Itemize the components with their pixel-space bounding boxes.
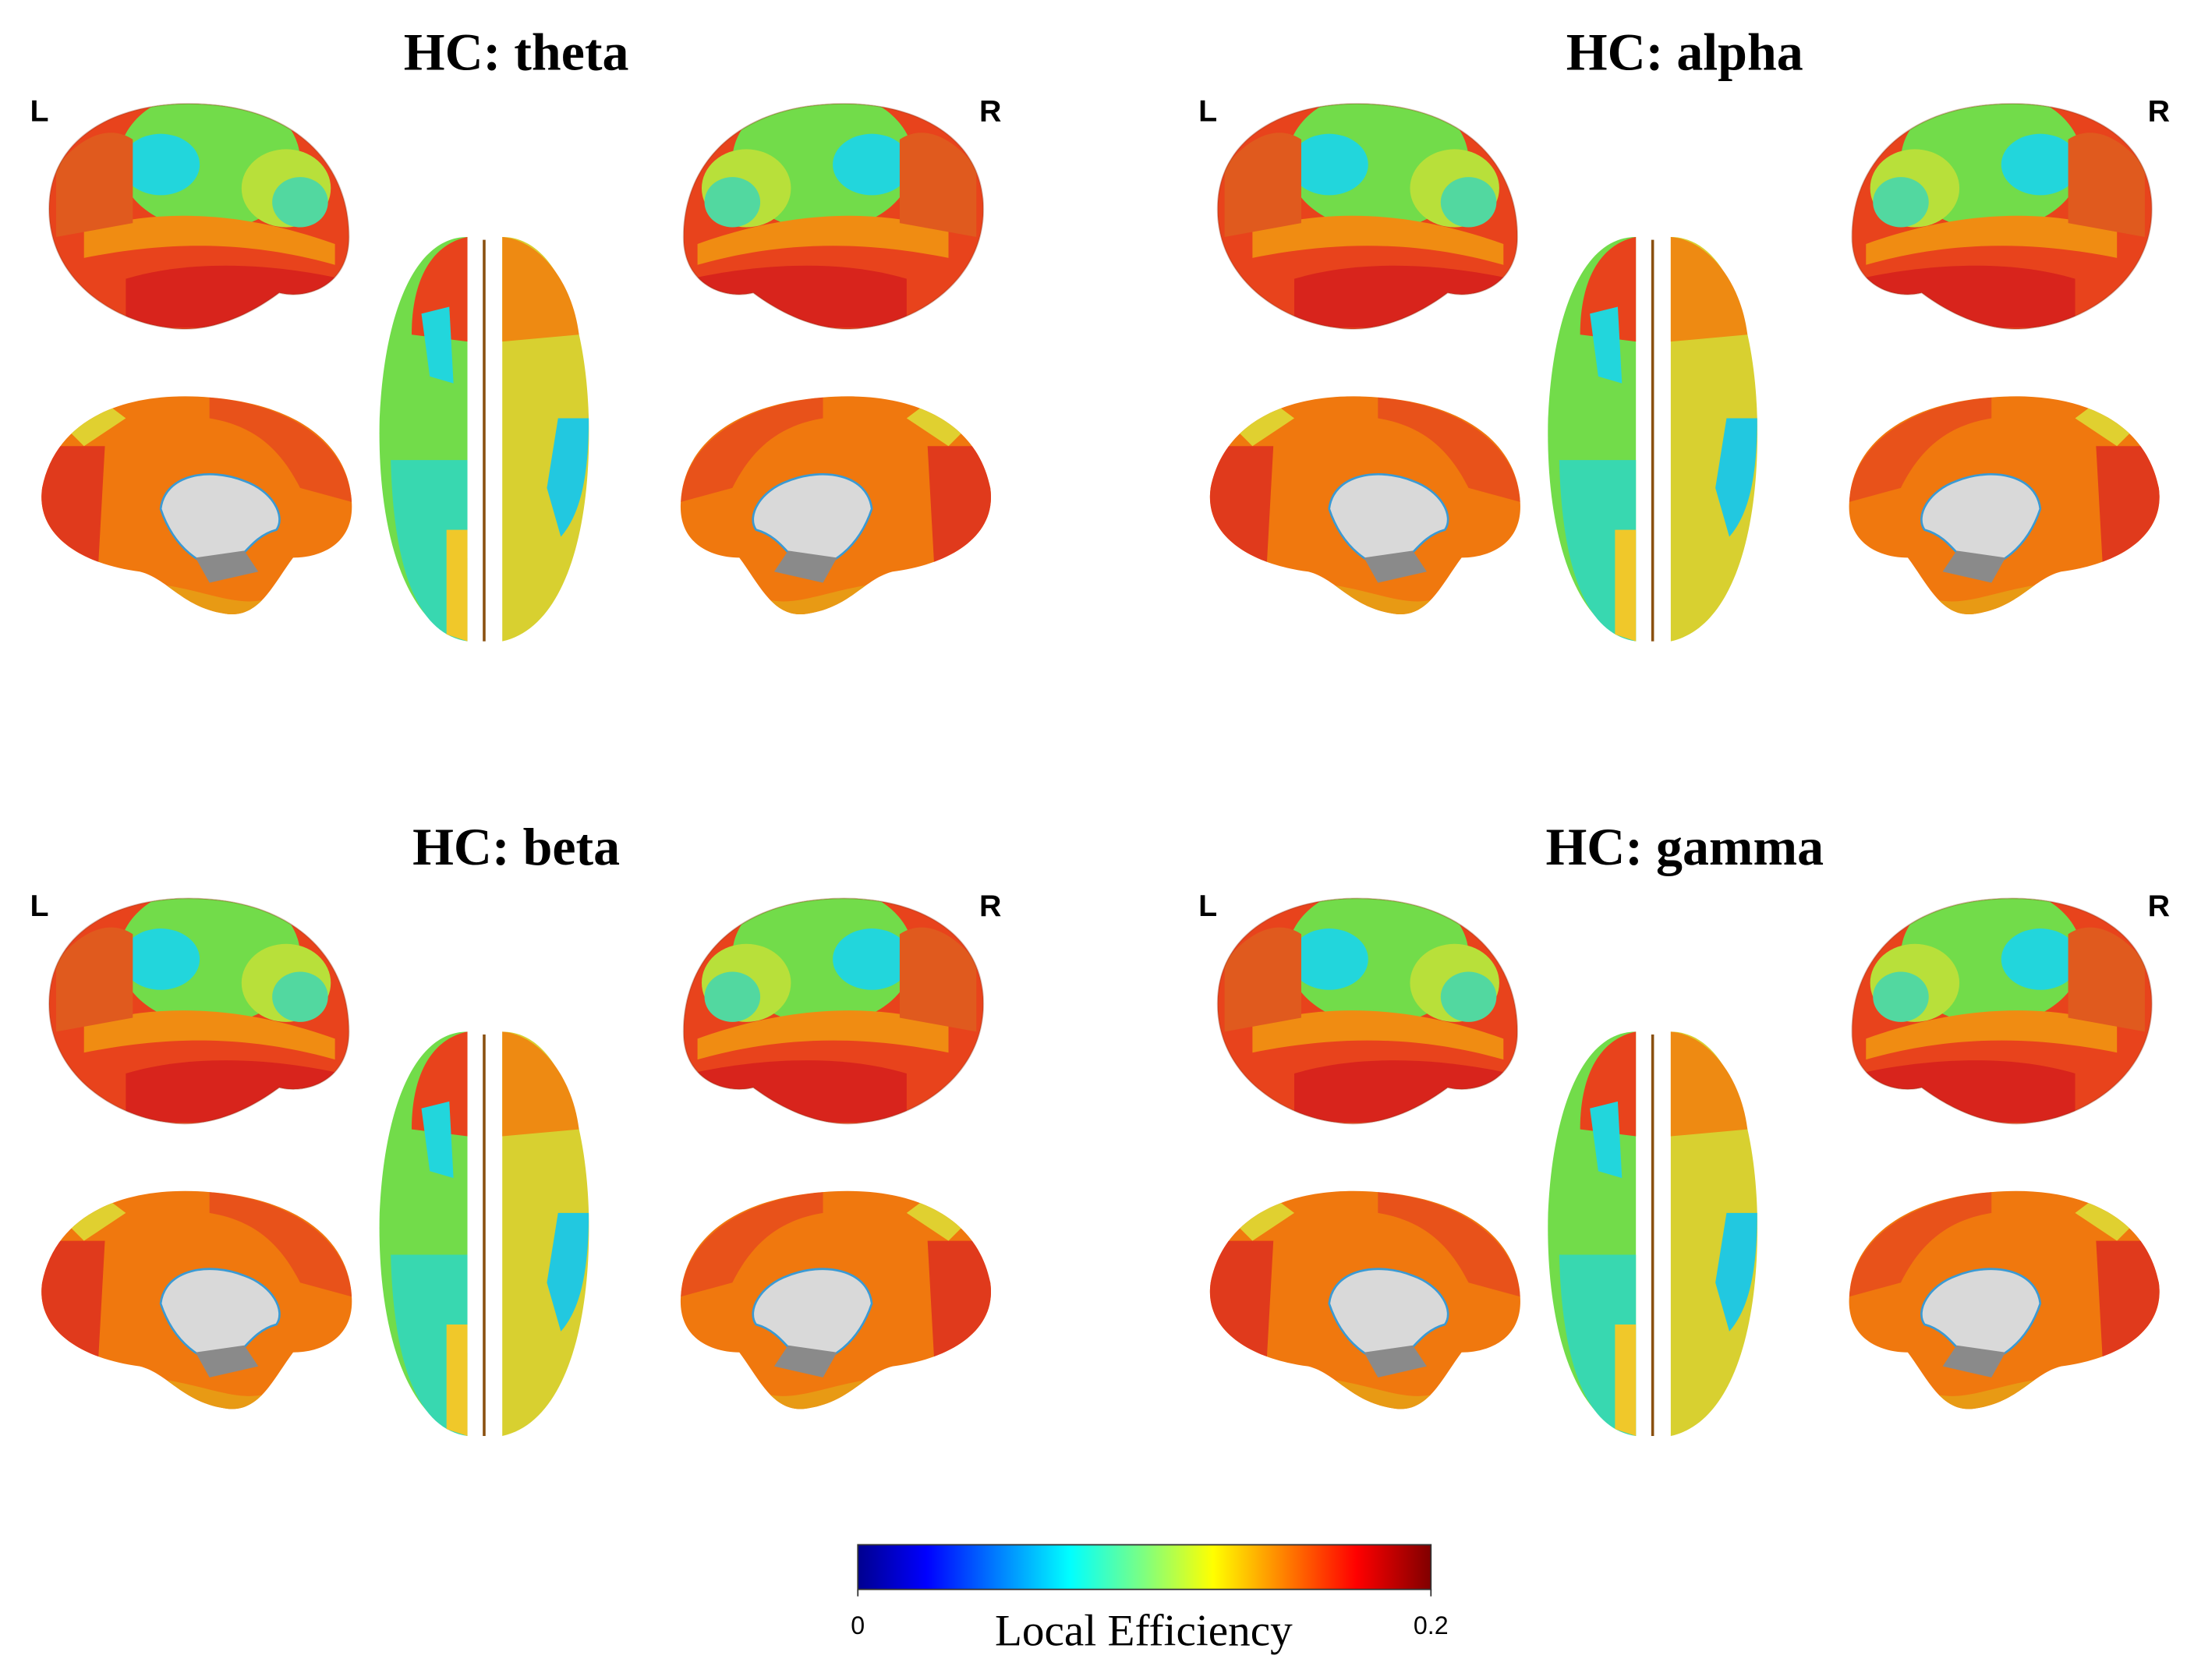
hemisphere-label: L bbox=[30, 889, 48, 923]
right-lateral-view bbox=[677, 90, 990, 341]
right-lateral-view bbox=[1845, 90, 2158, 341]
left-medial-view bbox=[1204, 1185, 1531, 1422]
left-lateral-view bbox=[1211, 886, 1524, 1137]
panel-title: HC: gamma bbox=[1545, 817, 1824, 876]
colorbar-gradient bbox=[857, 1544, 1432, 1590]
left-lateral-view bbox=[1211, 90, 1524, 341]
hemisphere-label: R bbox=[979, 889, 1001, 923]
dorsal-view bbox=[1546, 235, 1759, 643]
colorbar-label: Local Efficiency bbox=[995, 1606, 1293, 1655]
hemisphere-label: R bbox=[2148, 889, 2170, 923]
panel-title: HC: beta bbox=[412, 817, 620, 876]
colorbar-tick-label: 0 bbox=[851, 1611, 865, 1639]
dorsal-view bbox=[377, 235, 591, 643]
left-medial-view bbox=[35, 391, 363, 628]
dorsal-view bbox=[1546, 1030, 1759, 1438]
colorbar: Local Efficiency 0 0.2 bbox=[851, 1544, 1449, 1655]
hemisphere-label: L bbox=[1198, 94, 1217, 129]
right-medial-view bbox=[1838, 391, 2165, 628]
right-lateral-view bbox=[677, 886, 990, 1137]
left-medial-view bbox=[35, 1185, 363, 1422]
brain-panel: HC: theta L R bbox=[30, 22, 1001, 643]
dorsal-view bbox=[377, 1030, 591, 1438]
brain-panel: HC: beta L R bbox=[30, 817, 1001, 1438]
right-medial-view bbox=[670, 1185, 997, 1422]
hemisphere-label: R bbox=[979, 94, 1001, 129]
hemisphere-label: L bbox=[1198, 889, 1217, 923]
panel-title: HC: theta bbox=[404, 22, 629, 81]
right-medial-view bbox=[1838, 1185, 2165, 1422]
hemisphere-label: L bbox=[30, 94, 48, 129]
left-medial-view bbox=[1204, 391, 1531, 628]
hemisphere-label: R bbox=[2148, 94, 2170, 129]
brain-panel: HC: alpha L R bbox=[1198, 22, 2170, 643]
colorbar-tick-label: 0.2 bbox=[1414, 1611, 1449, 1639]
right-lateral-view bbox=[1845, 886, 2158, 1137]
panel-title: HC: alpha bbox=[1566, 22, 1803, 81]
brain-panel: HC: gamma L R bbox=[1198, 817, 2170, 1438]
right-medial-view bbox=[670, 391, 997, 628]
left-lateral-view bbox=[42, 886, 356, 1137]
left-lateral-view bbox=[42, 90, 356, 341]
